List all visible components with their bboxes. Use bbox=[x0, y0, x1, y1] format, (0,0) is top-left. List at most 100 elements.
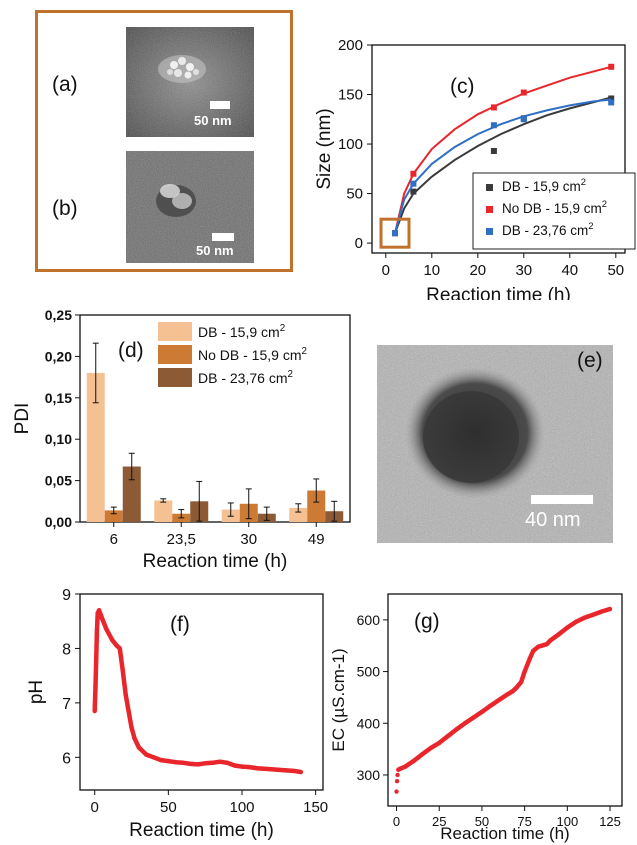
y-axis-label: PDI bbox=[12, 403, 33, 435]
x-tick-label: 0 bbox=[382, 262, 390, 279]
data-point bbox=[195, 762, 201, 767]
data-point bbox=[471, 715, 476, 720]
ec-vs-time-chart: 0 25 50 75 100 125 300 400 500 600 Reaction time (… bbox=[330, 593, 623, 843]
y-tick-label: 50 bbox=[346, 186, 363, 203]
data-point bbox=[225, 760, 230, 765]
x-tick-label: 150 bbox=[303, 799, 328, 816]
panel-label-a: (a) bbox=[52, 73, 78, 96]
sem-image-b: 50 nm bbox=[126, 151, 254, 263]
panel-label-c: (c) bbox=[450, 75, 475, 98]
data-point bbox=[565, 625, 570, 630]
data-point bbox=[590, 612, 596, 617]
x-tick-label: 40 bbox=[561, 262, 578, 279]
x-tick-label: 0 bbox=[91, 799, 99, 816]
panel-label-d: (d) bbox=[118, 339, 144, 362]
data-point bbox=[490, 122, 497, 129]
data-point bbox=[173, 760, 178, 765]
bar bbox=[289, 507, 308, 522]
y-tick-label: 400 bbox=[357, 715, 381, 731]
x-tick-label: 100 bbox=[556, 814, 578, 829]
data-point bbox=[132, 736, 137, 741]
data-point bbox=[394, 778, 400, 784]
data-point bbox=[283, 768, 289, 773]
legend-label: No DB - 15,9 cm2 bbox=[198, 346, 307, 363]
data-point bbox=[419, 752, 425, 757]
data-point bbox=[608, 63, 615, 70]
y-tick-label: 300 bbox=[357, 767, 381, 783]
data-point bbox=[166, 758, 171, 764]
legend-marker bbox=[486, 184, 493, 191]
y-tick-label: 8 bbox=[62, 641, 71, 658]
data-point bbox=[394, 789, 399, 794]
data-point bbox=[488, 703, 493, 708]
data-point bbox=[395, 772, 400, 778]
legend-box bbox=[472, 172, 636, 250]
data-point bbox=[544, 641, 550, 647]
x-tick-label: 75 bbox=[517, 814, 531, 829]
x-tick-label: 20 bbox=[469, 262, 486, 279]
data-point bbox=[261, 766, 267, 771]
x-tick-label: 100 bbox=[229, 799, 254, 816]
ec-series-line bbox=[397, 606, 611, 772]
data-point bbox=[573, 619, 579, 625]
x-tick-label: 50 bbox=[475, 814, 489, 829]
bar bbox=[104, 510, 123, 522]
data-point bbox=[454, 727, 459, 732]
data-point bbox=[254, 766, 259, 771]
data-point bbox=[520, 116, 527, 123]
legend-swatch bbox=[158, 345, 192, 364]
x-tick-label: 25 bbox=[432, 814, 446, 829]
data-point bbox=[513, 685, 519, 691]
legend-swatch bbox=[158, 322, 192, 341]
microscopy-frame: (a) 50 nm (b) bbox=[35, 10, 293, 272]
data-point bbox=[411, 758, 416, 764]
data-point bbox=[276, 767, 282, 773]
legend-label: DB - 15,9 cm2 bbox=[198, 323, 285, 340]
legend-label: DB - 23,76 cm2 bbox=[502, 221, 594, 238]
chart-c-frame bbox=[371, 44, 626, 254]
legend-marker bbox=[486, 228, 493, 235]
data-point bbox=[445, 733, 450, 739]
chart-f-frame bbox=[79, 593, 324, 791]
data-point bbox=[110, 638, 115, 643]
x-axis-label: Reaction time (h) bbox=[143, 551, 288, 572]
data-point bbox=[437, 740, 442, 746]
data-point bbox=[556, 632, 562, 637]
y-tick-label: 0,25 bbox=[45, 307, 72, 323]
data-point bbox=[520, 89, 527, 96]
data-point bbox=[99, 616, 105, 621]
data-point bbox=[123, 692, 128, 697]
data-point bbox=[269, 767, 274, 772]
legend-swatch bbox=[158, 368, 192, 387]
data-point bbox=[94, 657, 99, 662]
x-tick-label: 0 bbox=[393, 814, 400, 829]
panel-label-f: (f) bbox=[170, 613, 190, 636]
data-point bbox=[608, 95, 615, 102]
data-point bbox=[522, 669, 527, 674]
data-point bbox=[202, 761, 208, 766]
data-point bbox=[397, 766, 403, 771]
scale-bar-b bbox=[212, 233, 234, 241]
y-tick-label: 150 bbox=[338, 87, 363, 104]
scale-label-b: 50 nm bbox=[196, 243, 234, 258]
data-point bbox=[151, 755, 156, 760]
data-point bbox=[519, 679, 524, 685]
scale-bar-e bbox=[531, 495, 593, 504]
data-point bbox=[496, 697, 502, 703]
data-point bbox=[96, 608, 102, 613]
data-point bbox=[479, 709, 485, 715]
data-point bbox=[136, 745, 142, 750]
sem-image-a: 50 nm bbox=[126, 27, 254, 137]
data-point bbox=[158, 757, 164, 763]
data-point bbox=[410, 170, 417, 177]
data-point bbox=[217, 759, 223, 764]
size-vs-time-chart: 0 10 20 30 40 50 0 50 100 150 200 Reaction time (h)… bbox=[314, 37, 636, 300]
x-axis-label: Reaction time (h) bbox=[129, 820, 274, 841]
y-tick-label: 200 bbox=[338, 37, 363, 54]
y-tick-label: 0,20 bbox=[45, 348, 72, 364]
chart-d-frame bbox=[79, 314, 351, 523]
x-tick-label: 30 bbox=[515, 262, 532, 279]
x-axis-label: Reaction time (h) bbox=[440, 824, 569, 843]
chart-g-frame bbox=[387, 593, 623, 807]
data-point bbox=[536, 644, 541, 649]
